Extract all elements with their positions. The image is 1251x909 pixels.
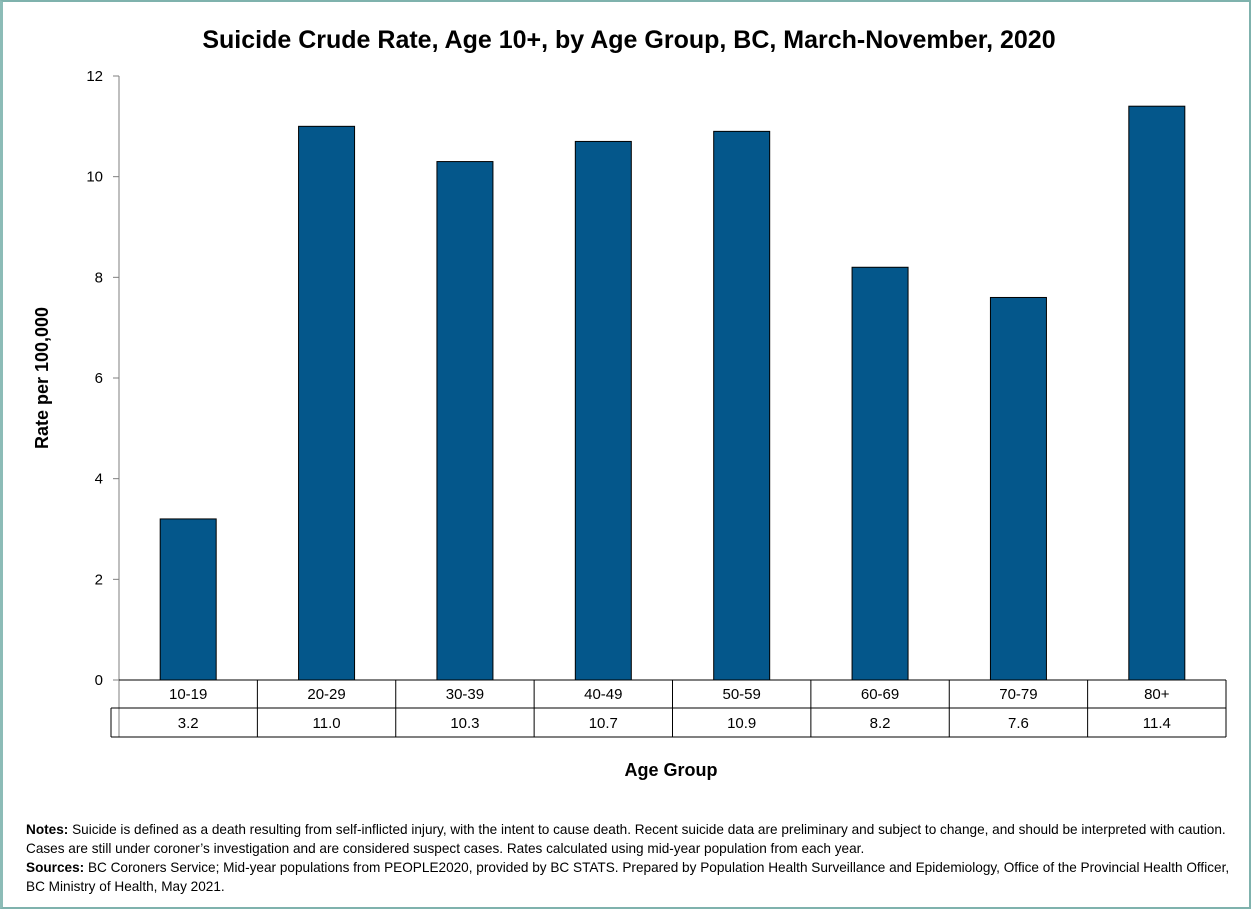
notes-label: Notes: xyxy=(26,822,69,837)
y-tick-label: 8 xyxy=(95,269,103,286)
y-tick-label: 2 xyxy=(95,571,103,588)
y-tick-label: 0 xyxy=(95,672,103,689)
y-tick-label: 10 xyxy=(86,169,103,186)
value-label: 11.4 xyxy=(1143,715,1171,732)
value-label: 3.2 xyxy=(178,715,199,732)
bar xyxy=(989,296,1047,681)
value-label: 8.2 xyxy=(870,715,891,732)
plot-area: 0 2 4 6 8 10 12 10-19 3.2 20-29 11.0 30-39 10.3 40-49… xyxy=(86,68,1227,738)
bar xyxy=(713,130,771,681)
value-label: 11.0 xyxy=(313,715,341,732)
value-label: 10.7 xyxy=(589,715,618,732)
sources-text: BC Coroners Service; Mid-year population… xyxy=(26,860,1230,894)
category-label: 80+ xyxy=(1144,686,1170,703)
y-tick-label: 6 xyxy=(95,370,103,387)
y-tick-label: 4 xyxy=(95,471,103,488)
y-axis-label: Rate per 100,000 xyxy=(32,307,52,449)
value-label: 7.6 xyxy=(1008,715,1029,732)
bar xyxy=(1128,105,1186,681)
notes-text: Suicide is defined as a death resulting … xyxy=(26,822,1226,856)
sources-paragraph: Sources: BC Coroners Service; Mid-year p… xyxy=(26,858,1236,896)
bar xyxy=(851,266,909,681)
bar xyxy=(298,125,356,681)
category-label: 20-29 xyxy=(307,686,345,703)
category-label: 30-39 xyxy=(446,686,484,703)
chart-title: Suicide Crude Rate, Age 10+, by Age Grou… xyxy=(202,26,1055,54)
value-label: 10.3 xyxy=(450,715,479,732)
category-label: 40-49 xyxy=(584,686,622,703)
category-label: 10-19 xyxy=(169,686,207,703)
value-label: 10.9 xyxy=(727,715,756,732)
notes-block: Notes: Suicide is defined as a death res… xyxy=(26,820,1236,896)
x-axis-label: Age Group xyxy=(625,760,718,780)
bar xyxy=(574,140,632,681)
sources-label: Sources: xyxy=(26,860,85,875)
category-label: 60-69 xyxy=(861,686,899,703)
bar xyxy=(159,518,217,681)
category-label: 50-59 xyxy=(723,686,761,703)
y-tick-label: 12 xyxy=(86,68,103,85)
bar xyxy=(436,161,494,681)
notes-paragraph: Notes: Suicide is defined as a death res… xyxy=(26,820,1236,858)
category-label: 70-79 xyxy=(999,686,1037,703)
